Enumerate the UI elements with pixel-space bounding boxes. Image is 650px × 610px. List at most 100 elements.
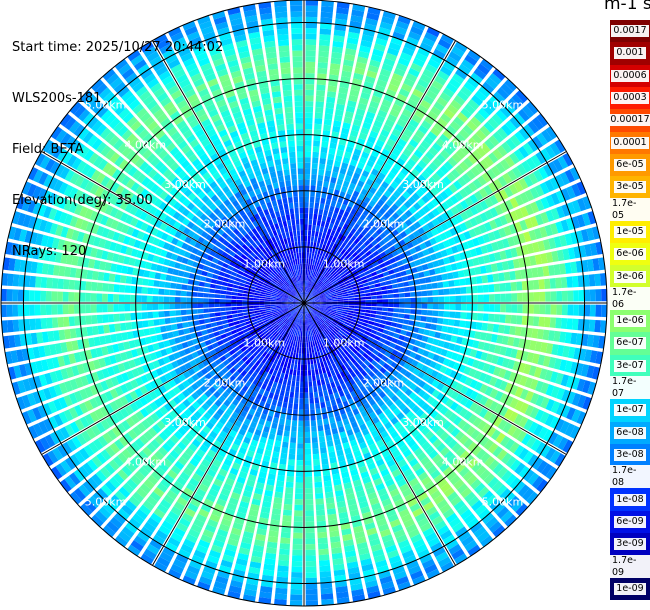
range-gate: [443, 311, 450, 318]
range-gate: [562, 439, 574, 453]
range-gate: [321, 141, 329, 148]
range-gate: [424, 255, 432, 263]
range-gate: [164, 372, 173, 381]
range-gate: [296, 318, 299, 325]
range-gate: [198, 539, 211, 549]
range-gate: [496, 356, 505, 367]
range-gate: [448, 517, 462, 529]
range-gate: [329, 530, 340, 538]
range-gate: [368, 199, 376, 208]
range-gate: [509, 270, 516, 281]
range-gate: [443, 145, 454, 156]
range-gate: [401, 46, 415, 57]
range-gate: [503, 325, 511, 335]
range-gate: [406, 559, 419, 570]
range-gate: [450, 335, 458, 343]
range-gate: [336, 7, 349, 15]
range-gate: [327, 85, 337, 93]
range-gate: [232, 333, 239, 339]
range-gate: [460, 508, 473, 520]
range-gate: [436, 442, 447, 453]
range-gate: [376, 158, 385, 167]
range-gate: [339, 191, 346, 198]
range-gate: [479, 435, 490, 447]
range-gate: [567, 247, 576, 260]
range-gate: [221, 348, 229, 355]
range-gate: [135, 376, 144, 387]
range-gate: [186, 340, 194, 347]
range-gate: [194, 357, 202, 365]
range-gate: [253, 307, 260, 311]
range-gate: [218, 523, 230, 533]
range-gate: [306, 252, 309, 259]
range-gate: [89, 397, 99, 409]
range-gate: [571, 183, 582, 197]
range-gate: [325, 491, 334, 499]
range-gate: [221, 319, 229, 325]
range-gate: [479, 265, 487, 274]
range-gate: [318, 390, 324, 398]
range-gate: [400, 133, 411, 143]
range-gate: [152, 311, 159, 318]
range-gate: [442, 129, 454, 140]
range-gate: [322, 469, 331, 476]
range-gate: [169, 485, 181, 496]
range-gate: [488, 442, 499, 454]
range-gate: [29, 290, 35, 302]
range-gate: [360, 221, 368, 229]
range-gate: [299, 342, 302, 348]
range-gate: [232, 486, 243, 495]
range-gate: [365, 273, 372, 279]
range-gate: [435, 251, 443, 259]
range-gate: [243, 436, 251, 445]
range-gate: [304, 403, 309, 410]
range-gate: [251, 550, 264, 558]
range-gate: [370, 342, 377, 349]
range-gate: [335, 276, 342, 282]
range-gate: [99, 335, 107, 345]
range-gate: [79, 280, 87, 291]
range-gate: [391, 523, 404, 533]
range-gate: [437, 242, 446, 250]
range-gate: [125, 381, 134, 392]
range-gate: [352, 339, 359, 346]
range-gate: [341, 471, 350, 479]
range-gate: [374, 254, 382, 261]
range-gate: [143, 521, 157, 533]
range-gate: [150, 512, 163, 524]
range-gate: [347, 385, 354, 393]
range-gate: [435, 138, 446, 148]
range-gate: [431, 80, 444, 91]
range-gate: [292, 303, 299, 305]
range-gate: [586, 365, 595, 379]
range-gate: [545, 194, 555, 208]
range-gate: [263, 329, 269, 335]
range-gate: [472, 340, 480, 349]
range-gate: [214, 294, 221, 299]
range-gate: [391, 468, 402, 478]
range-gate: [343, 482, 353, 490]
range-gate: [292, 352, 296, 359]
range-gate: [319, 293, 325, 297]
range-gate: [136, 487, 148, 499]
range-gate: [312, 448, 319, 455]
range-gate: [334, 207, 340, 214]
range-gate: [314, 307, 320, 310]
range-gate: [287, 305, 294, 308]
range-gate: [423, 416, 433, 426]
range-gate: [254, 326, 261, 331]
range-gate: [295, 330, 299, 336]
range-gate: [344, 405, 352, 413]
range-gate: [427, 246, 435, 255]
range-gate: [152, 534, 166, 546]
range-gate: [74, 280, 81, 290]
range-gate: [106, 498, 119, 511]
range-gate: [428, 161, 439, 172]
range-gate: [350, 403, 357, 411]
range-gate: [304, 145, 312, 152]
range-gate: [516, 292, 523, 302]
range-gate: [544, 447, 556, 461]
range-gate: [118, 294, 125, 302]
range-gate: [396, 260, 404, 267]
range-gate: [330, 269, 336, 276]
